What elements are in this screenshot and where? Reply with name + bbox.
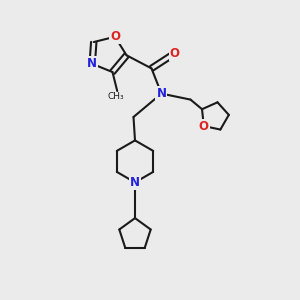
Text: O: O xyxy=(169,47,180,60)
Text: O: O xyxy=(199,119,209,133)
Text: O: O xyxy=(110,30,120,43)
Text: N: N xyxy=(87,57,97,70)
Text: N: N xyxy=(130,176,140,189)
Text: CH₃: CH₃ xyxy=(107,92,124,101)
Text: N: N xyxy=(156,87,167,100)
